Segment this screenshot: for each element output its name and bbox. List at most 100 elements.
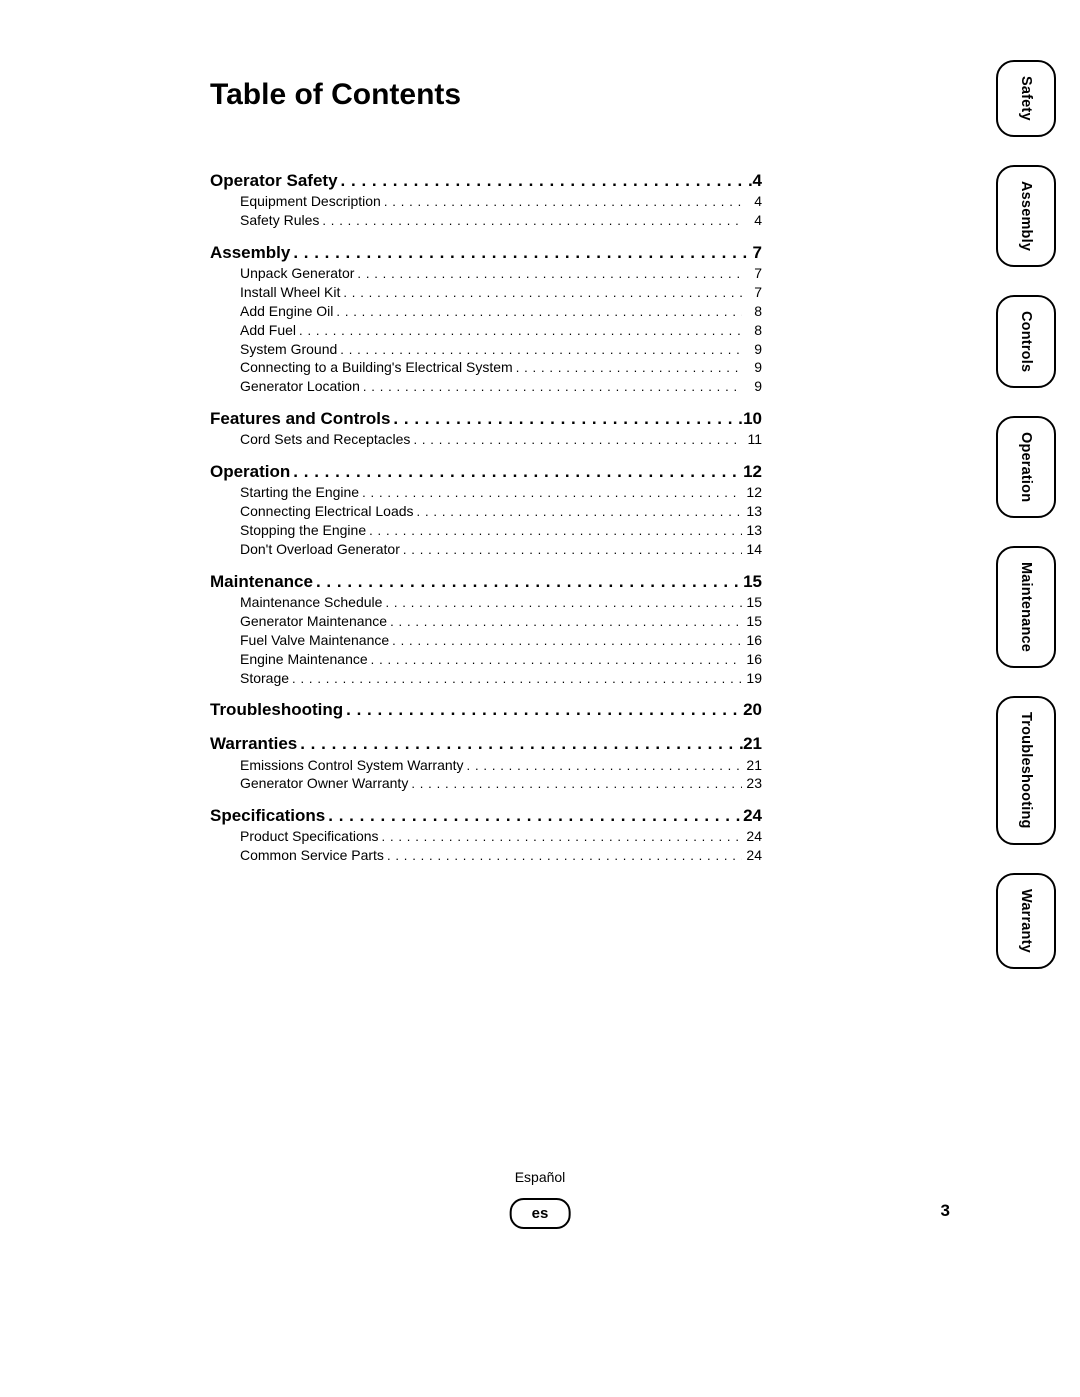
section-tab[interactable]: Safety [996, 60, 1056, 137]
section-tab[interactable]: Warranty [996, 873, 1056, 969]
toc-sub-page: 9 [742, 377, 762, 396]
dot-leader [387, 613, 742, 631]
toc-sub-row[interactable]: Fuel Valve Maintenance16 [210, 631, 762, 650]
section-tab-label: Operation [1018, 432, 1034, 502]
toc-section-row[interactable]: Operation12 [210, 461, 762, 483]
toc-sub-row[interactable]: Connecting to a Building's Electrical Sy… [210, 358, 762, 377]
section-tab[interactable]: Assembly [996, 165, 1056, 267]
toc-section-page: 7 [753, 242, 762, 264]
dot-leader [340, 284, 742, 302]
toc-section: Assembly 7Unpack Generator7Install Wheel … [210, 242, 762, 396]
toc-sub-title: Common Service Parts [240, 846, 384, 865]
toc-sub-row[interactable]: Equipment Description4 [210, 192, 762, 211]
section-tab-label: Safety [1018, 76, 1034, 121]
toc-sub-row[interactable]: Starting the Engine12 [210, 483, 762, 502]
toc-sub-row[interactable]: Install Wheel Kit7 [210, 283, 762, 302]
language-label: Español [0, 1169, 1080, 1185]
toc-sub-page: 11 [742, 430, 762, 449]
toc-sub-title: Don't Overload Generator [240, 540, 400, 559]
toc-sub-row[interactable]: Maintenance Schedule15 [210, 593, 762, 612]
toc-sub-row[interactable]: Cord Sets and Receptacles11 [210, 430, 762, 449]
toc-section: Operation12Starting the Engine12Connecti… [210, 461, 762, 559]
toc-section-title: Troubleshooting [210, 699, 343, 721]
toc-sub-row[interactable]: Stopping the Engine13 [210, 521, 762, 540]
toc-sub-row[interactable]: Engine Maintenance 16 [210, 650, 762, 669]
dot-leader [297, 733, 743, 755]
toc-sub-row[interactable]: Connecting Electrical Loads13 [210, 502, 762, 521]
toc-sub-title: Connecting to a Building's Electrical Sy… [240, 358, 513, 377]
section-tab-label: Warranty [1018, 889, 1034, 953]
toc-sub-row[interactable]: Unpack Generator7 [210, 264, 762, 283]
dot-leader [366, 522, 742, 540]
toc-content: Table of Contents Operator Safety4Equipm… [210, 78, 762, 877]
toc-sub-row[interactable]: Product Specifications24 [210, 827, 762, 846]
toc-section-row[interactable]: Troubleshooting 20 [210, 699, 762, 721]
toc-sub-row[interactable]: Generator Owner Warranty23 [210, 774, 762, 793]
toc-sub-page: 15 [742, 612, 762, 631]
toc-sub-page: 4 [742, 192, 762, 211]
dot-leader [313, 571, 743, 593]
toc-sub-row[interactable]: System Ground9 [210, 340, 762, 359]
toc-section-row[interactable]: Assembly 7 [210, 242, 762, 264]
toc-sub-page: 7 [742, 264, 762, 283]
toc-section-title: Assembly [210, 242, 290, 264]
toc-sub-row[interactable]: Storage19 [210, 669, 762, 688]
language-badge[interactable]: es [510, 1198, 571, 1229]
toc-sub-title: Maintenance Schedule [240, 593, 382, 612]
toc-sub-title: Engine Maintenance [240, 650, 368, 669]
dot-leader [290, 461, 743, 483]
toc-sub-row[interactable]: Common Service Parts24 [210, 846, 762, 865]
toc-sub-row[interactable]: Safety Rules4 [210, 211, 762, 230]
dot-leader [389, 632, 742, 650]
toc-sub-page: 8 [742, 302, 762, 321]
toc-sub-title: Safety Rules [240, 211, 319, 230]
toc-sub-page: 7 [742, 283, 762, 302]
toc-sub-title: Connecting Electrical Loads [240, 502, 414, 521]
section-tab-label: Assembly [1018, 181, 1034, 251]
toc-sub-title: Emissions Control System Warranty [240, 756, 464, 775]
section-tab[interactable]: Operation [996, 416, 1056, 518]
toc-sub-row[interactable]: Generator Location9 [210, 377, 762, 396]
toc-section: Troubleshooting 20 [210, 699, 762, 721]
toc-section-row[interactable]: Features and Controls10 [210, 408, 762, 430]
toc-section-row[interactable]: Maintenance 15 [210, 571, 762, 593]
toc-sub-page: 9 [742, 358, 762, 377]
dot-leader [354, 265, 742, 283]
section-tab[interactable]: Troubleshooting [996, 696, 1056, 845]
dot-leader [379, 828, 742, 846]
toc-sub-page: 16 [742, 631, 762, 650]
toc-section-page: 20 [743, 699, 762, 721]
section-tab[interactable]: Maintenance [996, 546, 1056, 668]
toc-section-row[interactable]: Specifications24 [210, 805, 762, 827]
toc-section-page: 10 [743, 408, 762, 430]
toc-section-row[interactable]: Warranties21 [210, 733, 762, 755]
toc-section-title: Specifications [210, 805, 325, 827]
toc-sub-row[interactable]: Generator Maintenance 15 [210, 612, 762, 631]
toc-section-title: Maintenance [210, 571, 313, 593]
dot-leader [333, 303, 742, 321]
toc-sub-row[interactable]: Add Engine Oil8 [210, 302, 762, 321]
toc-sub-title: Starting the Engine [240, 483, 359, 502]
toc-section: Warranties21Emissions Control System War… [210, 733, 762, 793]
toc-section: Maintenance15Maintenance Schedule15Gener… [210, 571, 762, 688]
toc-sub-title: Generator Maintenance [240, 612, 387, 631]
toc-section-page: 15 [743, 571, 762, 593]
toc-sub-row[interactable]: Emissions Control System Warranty21 [210, 756, 762, 775]
toc-sub-page: 13 [742, 521, 762, 540]
toc-section: Features and Controls10Cord Sets and Rec… [210, 408, 762, 449]
dot-leader [337, 341, 742, 359]
page-number: 3 [941, 1201, 950, 1221]
dot-leader [390, 408, 743, 430]
dot-leader [381, 193, 742, 211]
toc-sub-row[interactable]: Add Fuel8 [210, 321, 762, 340]
dot-leader [400, 541, 742, 559]
dot-leader [360, 378, 742, 396]
toc-section-title: Warranties [210, 733, 297, 755]
section-tab-label: Controls [1018, 311, 1034, 372]
toc-section-row[interactable]: Operator Safety4 [210, 170, 762, 192]
toc-sub-page: 16 [742, 650, 762, 669]
toc-sub-row[interactable]: Don't Overload Generator14 [210, 540, 762, 559]
section-tab[interactable]: Controls [996, 295, 1056, 388]
dot-leader [289, 670, 742, 688]
toc-sub-title: Product Specifications [240, 827, 379, 846]
